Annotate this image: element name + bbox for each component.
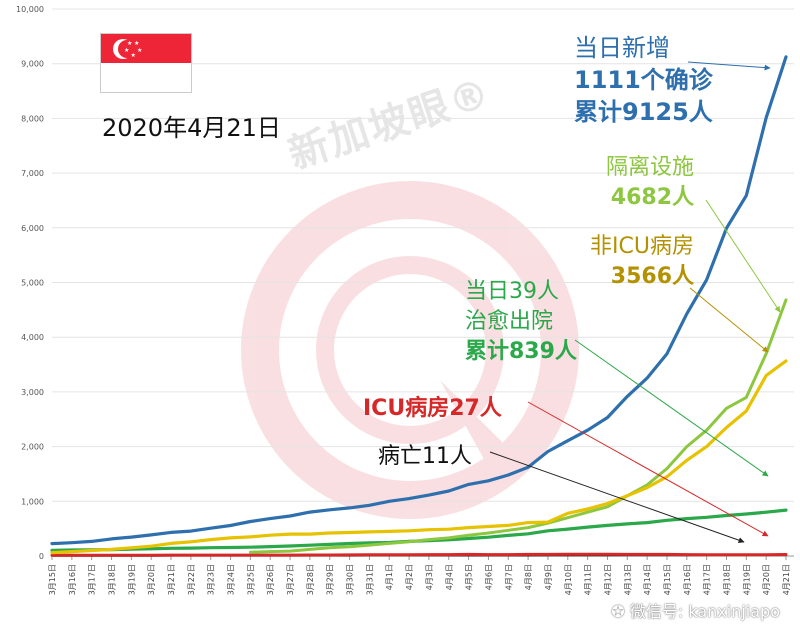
y-tick-label: 9,000: [21, 60, 44, 69]
x-tick-label: 3月15日: [48, 564, 57, 595]
annotation-discharged: 当日39人 治愈出院 累计839人: [465, 277, 577, 367]
y-tick-label: 4,000: [21, 333, 44, 342]
x-tick-label: 3月16日: [68, 564, 77, 595]
annotation-arrow-discharged: [574, 339, 769, 477]
x-tick-label: 4月12日: [603, 564, 612, 595]
x-tick-label: 3月25日: [246, 564, 255, 595]
x-tick-label: 4月5日: [465, 564, 474, 590]
x-tick-label: 4月21日: [782, 564, 791, 595]
annotation-non-icu-line2: 3566人: [610, 264, 694, 289]
x-tick-label: 4月19日: [742, 564, 751, 595]
x-tick-label: 4月6日: [484, 564, 493, 590]
y-tick-label: 1,000: [21, 497, 44, 506]
wechat-icon: ✪: [611, 602, 630, 621]
x-tick-label: 3月19日: [127, 564, 136, 595]
annotation-deaths: 病亡11人: [378, 444, 472, 469]
y-tick-label: 10,000: [16, 5, 44, 14]
svg-text:★: ★: [134, 40, 139, 47]
x-tick-label: 4月4日: [445, 564, 454, 590]
x-tick-label: 4月17日: [703, 564, 712, 595]
date-label: 2020年4月21日: [102, 114, 281, 142]
annotation-total: 当日新增 1111个确诊 累计9125人: [574, 32, 713, 128]
x-tick-label: 3月28日: [306, 564, 315, 595]
annotation-arrow-icu: [527, 401, 769, 537]
annotation-non-icu-line1: 非ICU病房: [590, 234, 694, 259]
annotation-isolation-line1: 隔离设施: [605, 155, 694, 180]
svg-text:★: ★: [137, 47, 142, 54]
x-tick-label: 4月9日: [544, 564, 553, 590]
series-line-isolation: [248, 298, 788, 554]
x-tick-label: 3月31日: [365, 564, 374, 595]
x-tick-label: 3月24日: [227, 564, 236, 595]
annotation-isolation-line2: 4682人: [610, 185, 694, 210]
x-tick-label: 3月26日: [266, 564, 275, 595]
x-tick-label: 4月13日: [623, 564, 632, 595]
y-tick-label: 8,000: [21, 114, 44, 123]
flag-red-band: ★ ★ ★ ★ ★: [101, 34, 191, 63]
y-tick-label: 6,000: [21, 224, 44, 233]
y-tick-label: 3,000: [21, 388, 44, 397]
annotation-total-line2: 1111个确诊: [574, 66, 713, 94]
x-tick-label: 3月30日: [346, 564, 355, 595]
x-tick-label: 4月16日: [683, 564, 692, 595]
annotation-total-line3: 累计9125人: [574, 98, 713, 126]
x-tick-label: 3月17日: [88, 564, 97, 595]
annotation-arrow-isolation: [705, 199, 781, 313]
annotation-arrow-deaths: [489, 451, 745, 544]
x-tick-label: 4月11日: [584, 564, 593, 595]
crescent-stars-icon: ★ ★ ★ ★★: [113, 39, 142, 59]
y-tick-label: 5,000: [21, 279, 44, 288]
series-line-non-icu: [50, 359, 788, 555]
y-axis: 0 1,000 2,000 3,000 4,000 5,000 6,000 7,000 8,00…: [16, 5, 44, 561]
x-tick-label: 4月15日: [663, 564, 672, 595]
x-tick-label: 4月1日: [385, 564, 394, 590]
annotation-discharged-line2: 治愈出院: [465, 309, 554, 334]
series-lines: [50, 55, 788, 557]
annotation-arrow-total: [687, 61, 771, 71]
singapore-flag: ★ ★ ★ ★ ★: [100, 33, 192, 93]
svg-text:★: ★: [131, 52, 136, 59]
wechat-id-text: 微信号: kanxinjiapo: [629, 602, 780, 621]
x-tick-label: 4月20日: [762, 564, 771, 595]
series-line-total: [50, 55, 788, 546]
annotation-arrow-non-icu: [689, 287, 769, 353]
y-tick-label: 2,000: [21, 443, 44, 452]
x-tick-label: 4月10日: [564, 564, 573, 595]
x-axis: 3月15日 3月16日 3月17日 3月18日 3月19日 3月20日 3月21日 3月22日…: [48, 556, 791, 595]
annotation-arrows: [489, 61, 781, 544]
annotation-non-icu: 非ICU病房 3566人: [570, 232, 694, 292]
y-tick-label: 0: [39, 552, 44, 561]
annotation-total-line1: 当日新增: [574, 34, 670, 62]
x-tick-label: 4月2日: [405, 564, 414, 590]
x-tick-label: 3月29日: [326, 564, 335, 595]
x-tick-label: 4月7日: [504, 564, 513, 590]
x-tick-label: 4月8日: [524, 564, 533, 590]
annotation-isolation: 隔离设施 4682人: [588, 153, 694, 213]
annotation-discharged-line1: 当日39人: [465, 279, 559, 304]
y-tick-label: 7,000: [21, 169, 44, 178]
wechat-id: ✪ 微信号: kanxinjiapo: [611, 598, 780, 622]
annotation-discharged-line3: 累计839人: [465, 339, 577, 364]
annotation-icu: ICU病房27人: [363, 396, 502, 421]
x-tick-label: 4月18日: [722, 564, 731, 595]
series-line-icu: [50, 552, 788, 557]
svg-text:★: ★: [127, 40, 132, 47]
x-tick-label: 3月23日: [207, 564, 216, 595]
x-tick-label: 3月18日: [108, 564, 117, 595]
x-tick-label: 3月27日: [286, 564, 295, 595]
x-tick-label: 4月14日: [643, 564, 652, 595]
svg-text:★: ★: [124, 47, 129, 54]
x-tick-label: 3月20日: [147, 564, 156, 595]
x-tick-label: 3月22日: [187, 564, 196, 595]
x-tick-label: 3月21日: [167, 564, 176, 595]
x-tick-label: 4月3日: [425, 564, 434, 590]
